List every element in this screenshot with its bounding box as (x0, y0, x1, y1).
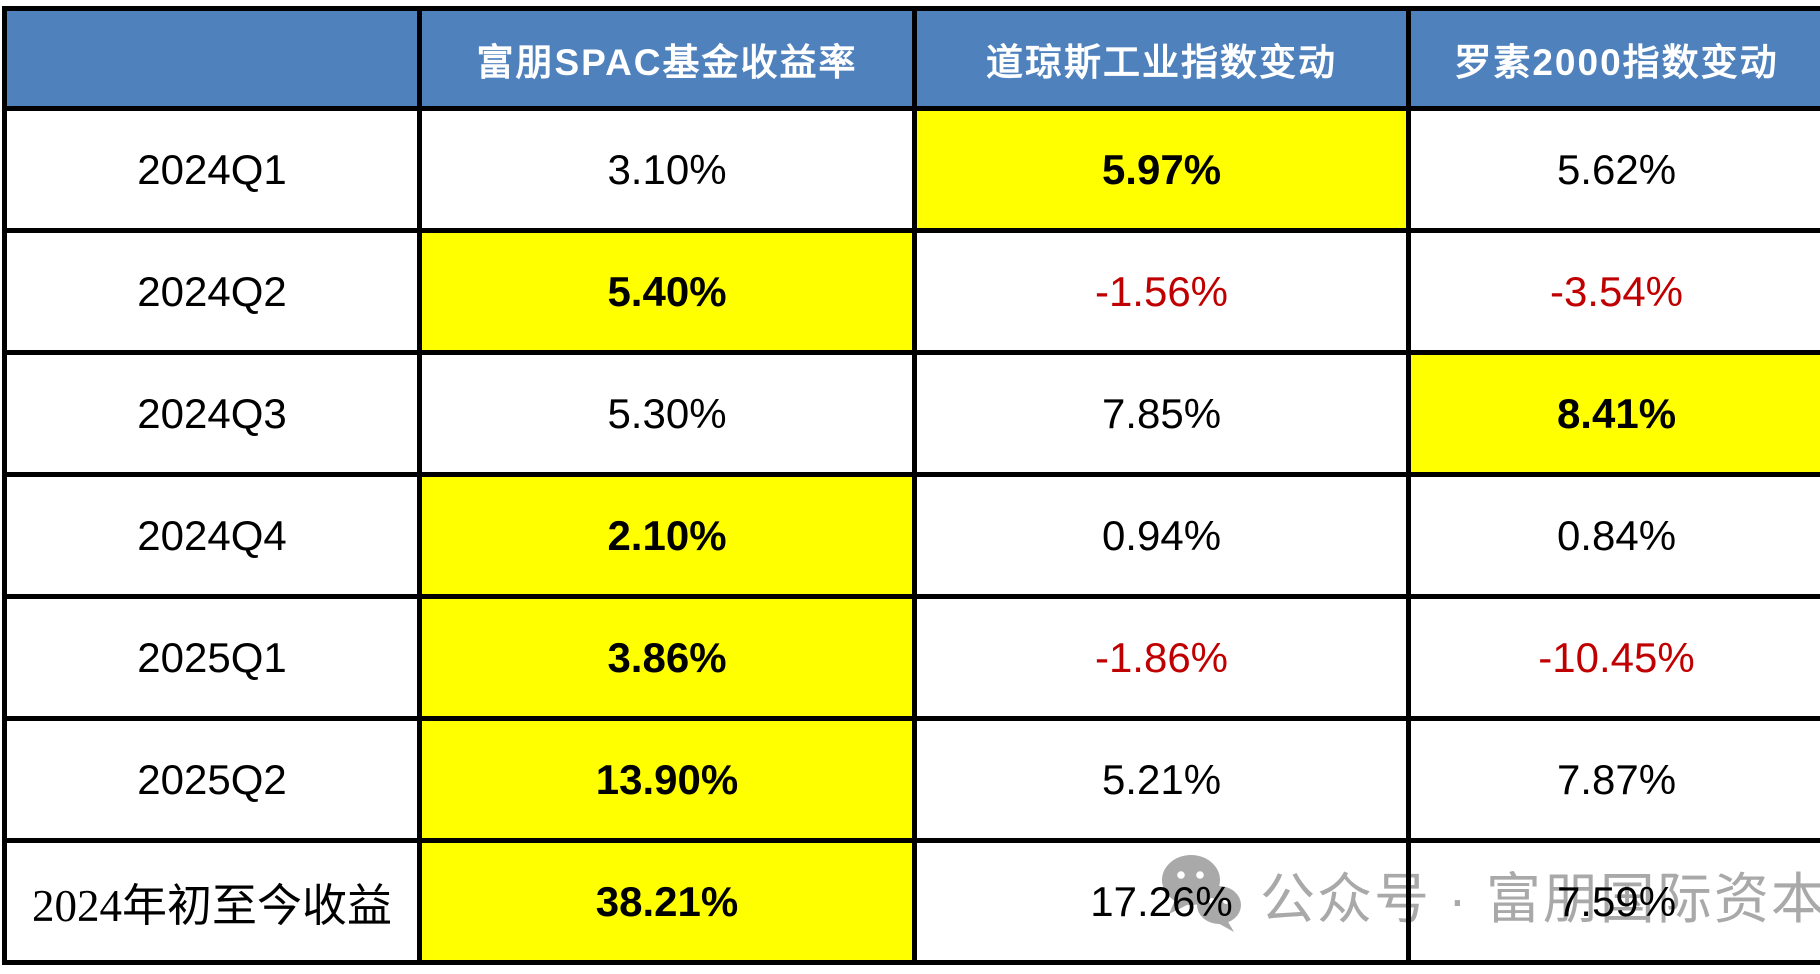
period-cell: 2025Q2 (2, 716, 422, 843)
dow-change-cell: 17.26% (912, 838, 1411, 965)
period-cell: 2024Q2 (2, 228, 422, 355)
fund-return-cell: 3.86% (417, 594, 917, 721)
fund-return-cell: 2.10% (417, 472, 917, 599)
russell-change-cell: 0.84% (1406, 472, 1820, 599)
dow-change-cell: 7.85% (912, 350, 1411, 477)
table-row: 2024Q4 2.10% 0.94% 0.84% (2, 472, 1820, 599)
table-row: 2024Q3 5.30% 7.85% 8.41% (2, 350, 1820, 477)
fund-return-cell: 13.90% (417, 716, 917, 843)
header-period (2, 6, 422, 111)
fund-return-cell: 3.10% (417, 106, 917, 233)
russell-change-cell: 5.62% (1406, 106, 1820, 233)
header-dow-change: 道琼斯工业指数变动 (912, 6, 1411, 111)
period-cell: 2024年初至今收益 (2, 838, 422, 965)
table-row: 2024Q1 3.10% 5.97% 5.62% (2, 106, 1820, 233)
table-row: 2025Q2 13.90% 5.21% 7.87% (2, 716, 1820, 843)
russell-change-cell: 7.59% (1406, 838, 1820, 965)
russell-change-cell: 8.41% (1406, 350, 1820, 477)
quarterly-returns-table: 富朋SPAC基金收益率 道琼斯工业指数变动 罗素2000指数变动 2024Q1 … (2, 6, 1820, 965)
table-row: 2024年初至今收益 38.21% 17.26% 7.59% (2, 838, 1820, 965)
period-cell: 2024Q3 (2, 350, 422, 477)
russell-change-cell: 7.87% (1406, 716, 1820, 843)
period-cell: 2024Q4 (2, 472, 422, 599)
dow-change-cell: -1.56% (912, 228, 1411, 355)
fund-return-cell: 5.30% (417, 350, 917, 477)
header-fund-return: 富朋SPAC基金收益率 (417, 6, 917, 111)
fund-return-cell: 38.21% (417, 838, 917, 965)
dow-change-cell: -1.86% (912, 594, 1411, 721)
table-row: 2025Q1 3.86% -1.86% -10.45% (2, 594, 1820, 721)
russell-change-cell: -10.45% (1406, 594, 1820, 721)
dow-change-cell: 5.97% (912, 106, 1411, 233)
period-cell: 2025Q1 (2, 594, 422, 721)
header-russell-change: 罗素2000指数变动 (1406, 6, 1820, 111)
dow-change-cell: 0.94% (912, 472, 1411, 599)
period-cell: 2024Q1 (2, 106, 422, 233)
russell-change-cell: -3.54% (1406, 228, 1820, 355)
dow-change-cell: 5.21% (912, 716, 1411, 843)
table-row: 2024Q2 5.40% -1.56% -3.54% (2, 228, 1820, 355)
header-row: 富朋SPAC基金收益率 道琼斯工业指数变动 罗素2000指数变动 (2, 6, 1820, 111)
fund-return-cell: 5.40% (417, 228, 917, 355)
